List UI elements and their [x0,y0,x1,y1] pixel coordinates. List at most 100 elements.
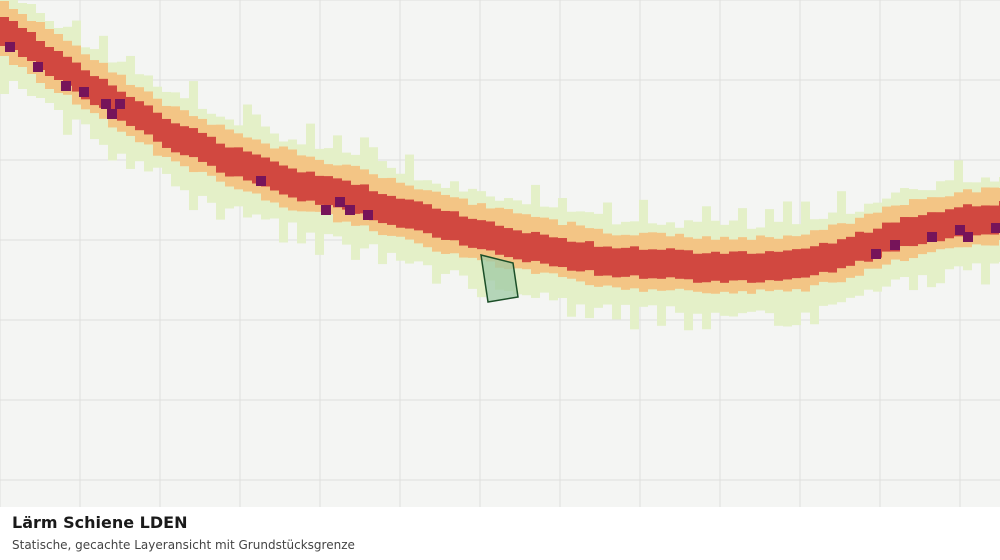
noise-zone-high [576,242,585,272]
noise-zone-high [549,237,558,267]
noise-zone-very-high [256,176,266,186]
noise-zone-very-high [335,197,345,207]
noise-zone-high [198,132,207,162]
noise-zone-very-high [363,210,373,220]
noise-zone-high [90,76,99,106]
noise-zone-high [378,194,387,224]
noise-zone-high [153,112,162,142]
noise-zone-high [675,249,684,279]
noise-zone-high [72,62,81,92]
noise-zone-high [756,253,765,283]
noise-map[interactable] [0,0,1000,507]
noise-zone-high [477,220,486,250]
noise-zone-high [423,204,432,234]
noise-zone-high [54,51,63,80]
noise-zone-high [360,184,369,214]
noise-zone-very-high [927,232,937,242]
noise-zone-high [945,209,954,239]
noise-zone-very-high [321,205,331,215]
noise-zone-high [207,136,216,166]
noise-zone-high [612,248,621,278]
noise-zone-high [603,246,612,276]
noise-zone-high [495,225,504,255]
noise-zone-high [846,236,855,266]
noise-zone-high [828,243,837,273]
noise-zone-high [225,147,234,177]
noise-zone-high [171,123,180,153]
noise-zone-high [855,231,864,261]
noise-zone-very-high [79,87,89,97]
noise-zone-high [9,21,18,50]
noise-zone-high [972,206,981,236]
noise-zone-high [891,222,900,252]
noise-zone-very-high [5,42,15,52]
noise-zone-high [81,70,90,100]
noise-zone-high [405,199,414,229]
map-subtitle: Statische, gecachte Layeransicht mit Gru… [12,538,355,552]
noise-zone-high [63,56,72,86]
noise-zone-high [693,253,702,283]
noise-zone-high [36,41,45,70]
noise-zone-high [684,250,693,280]
map-title: Lärm Schiene LDEN [12,513,188,532]
noise-zone-very-high [107,109,117,119]
noise-zone-high [774,251,783,281]
noise-zone-high [126,96,135,126]
noise-zone-high [468,218,477,248]
noise-zone-high [639,249,648,279]
noise-zone-high [414,201,423,231]
noise-zone-high [648,249,657,279]
noise-zone-high [261,157,270,187]
noise-zone-high [396,198,405,228]
noise-zone-high [621,247,630,277]
noise-zone-high [459,216,468,246]
noise-zone-high [531,231,540,261]
noise-zone-high [882,222,891,252]
noise-zone-high [657,249,666,279]
noise-zone-very-high [991,223,1000,233]
noise-zone-high [585,241,594,271]
noise-zone-high [918,215,927,245]
noise-zone-high [441,210,450,240]
noise-zone-high [729,251,738,281]
noise-zone-very-high [871,249,881,259]
noise-zone-high [666,248,675,278]
noise-zone-high [243,151,252,181]
noise-zone-high [432,208,441,238]
noise-zone-very-high [61,81,71,91]
parcel-polygon[interactable] [480,254,519,303]
noise-zone-high [864,232,873,262]
noise-zone-very-high [890,240,900,250]
noise-zone-high [135,101,144,131]
noise-zone-high [783,250,792,280]
noise-zone-high [189,128,198,158]
noise-zone-high [540,234,549,264]
noise-zone-high [936,212,945,242]
noise-layer-lden [0,0,1000,331]
noise-zone-very-high [963,232,973,242]
noise-zone-high [279,165,288,195]
noise-zone-high [27,32,36,61]
noise-zone-high [963,204,972,234]
noise-zone-high [333,178,342,208]
noise-zone-high [180,126,189,156]
noise-zone-high [306,171,315,201]
noise-zone-high [342,180,351,210]
noise-zone-high [369,191,378,221]
noise-zone-high [18,28,27,57]
noise-zone-high [630,246,639,276]
parcel-boundary[interactable] [480,254,519,303]
noise-zone-very-high [345,205,355,215]
noise-zone-high [558,238,567,268]
noise-zone-high [927,212,936,242]
noise-zone-very-high [101,99,111,109]
noise-zone-high [162,118,171,148]
noise-zone-high [801,248,810,278]
noise-zone-high [513,230,522,260]
noise-zone-high [450,211,459,241]
noise-zone-high [873,228,882,258]
noise-zone-very-high [955,225,965,235]
noise-zone-high [234,147,243,177]
noise-zone-high [765,251,774,281]
noise-zone-high [900,217,909,247]
